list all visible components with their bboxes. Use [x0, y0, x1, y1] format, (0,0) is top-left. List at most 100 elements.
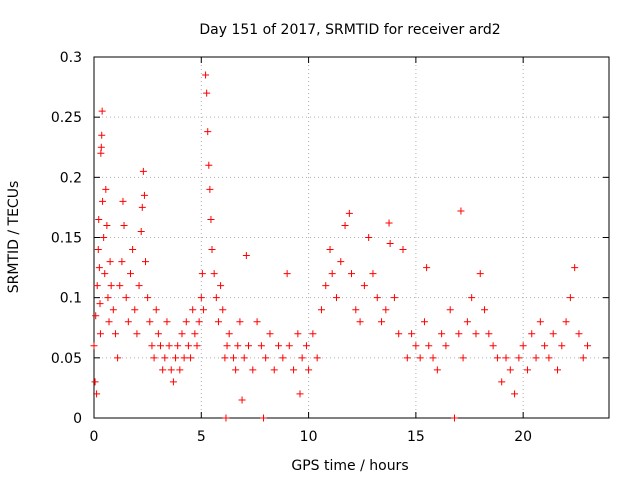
- data-point-marker: [178, 330, 186, 338]
- data-point-marker: [545, 354, 553, 362]
- data-point-marker: [238, 396, 246, 404]
- y-tick-label: 0.25: [51, 110, 82, 126]
- data-point-marker: [98, 131, 106, 139]
- data-point-marker: [223, 342, 231, 350]
- data-point-marker: [438, 330, 446, 338]
- data-point-marker: [180, 354, 188, 362]
- data-point-marker: [558, 342, 566, 350]
- data-point-marker: [107, 282, 115, 290]
- data-point-marker: [532, 354, 540, 362]
- data-point-marker: [489, 342, 497, 350]
- grid-lines: [93, 56, 609, 419]
- data-point-marker: [118, 258, 126, 266]
- data-point-marker: [348, 270, 355, 278]
- data-point-marker: [386, 240, 394, 248]
- data-point-marker: [172, 354, 180, 362]
- data-point-marker: [203, 89, 211, 97]
- data-point-marker: [219, 306, 227, 314]
- data-point-marker: [575, 330, 583, 338]
- data-point-marker: [93, 282, 101, 290]
- data-point-marker: [131, 306, 139, 314]
- data-point-marker: [498, 378, 506, 386]
- data-point-marker: [129, 246, 137, 254]
- data-point-marker: [536, 318, 544, 326]
- data-point-marker: [242, 252, 250, 260]
- data-point-marker: [298, 354, 306, 362]
- data-point-marker: [114, 354, 122, 362]
- data-point-marker: [100, 234, 108, 241]
- data-point-marker: [332, 294, 340, 302]
- data-point-marker: [262, 354, 270, 362]
- data-point-marker: [205, 161, 213, 169]
- data-point-marker: [279, 354, 287, 362]
- data-point-marker: [148, 342, 156, 350]
- data-point-marker: [95, 264, 103, 272]
- data-point-marker: [159, 366, 167, 374]
- data-point-marker: [137, 227, 145, 235]
- data-point-marker: [399, 246, 407, 254]
- data-point-marker: [94, 246, 102, 254]
- plot-frame: [93, 56, 610, 419]
- data-point-marker: [459, 354, 467, 362]
- data-point-marker: [571, 264, 579, 272]
- data-point-marker: [198, 270, 206, 278]
- data-point-marker: [305, 366, 313, 374]
- data-point-marker: [206, 185, 214, 193]
- data-point-marker: [352, 306, 360, 314]
- data-point-marker: [523, 366, 531, 374]
- data-point-marker: [481, 306, 489, 314]
- data-point-marker: [96, 300, 104, 308]
- data-point-marker: [234, 342, 242, 350]
- data-point-marker: [111, 330, 119, 338]
- data-point-marker: [511, 390, 519, 398]
- data-point-marker: [326, 246, 334, 254]
- data-point-marker: [232, 366, 240, 374]
- data-point-marker: [528, 330, 536, 338]
- data-point-marker: [229, 354, 237, 362]
- data-point-marker: [412, 342, 420, 350]
- data-point-marker: [135, 282, 143, 290]
- data-point-marker: [154, 330, 162, 338]
- data-point-marker: [144, 294, 152, 302]
- data-point-marker: [249, 366, 257, 374]
- data-point-marker: [446, 306, 454, 314]
- data-point-marker: [97, 143, 105, 151]
- data-point-marker: [109, 306, 117, 314]
- data-point-marker: [369, 270, 377, 278]
- data-point-marker: [214, 318, 222, 326]
- data-point-marker: [468, 294, 476, 302]
- data-point-marker: [275, 342, 283, 350]
- data-point-marker: [373, 294, 381, 302]
- chart-title: Day 151 of 2017, SRMTID for receiver ard…: [199, 22, 500, 38]
- data-point-marker: [124, 318, 132, 326]
- data-point-marker: [150, 354, 158, 362]
- data-point-marker: [266, 330, 274, 338]
- data-point-marker: [104, 294, 112, 302]
- data-point-marker: [322, 282, 330, 290]
- data-point-marker: [408, 330, 416, 338]
- data-point-marker: [541, 342, 549, 350]
- data-point-marker: [161, 354, 169, 362]
- data-point-marker: [138, 203, 146, 211]
- data-point-marker: [208, 246, 216, 254]
- data-point-marker: [165, 342, 173, 350]
- data-point-marker: [390, 294, 398, 302]
- data-point-marker: [222, 414, 230, 422]
- data-point-marker: [317, 306, 325, 314]
- data-point-marker: [102, 185, 110, 193]
- data-point-marker: [146, 318, 154, 326]
- data-point-marker: [253, 318, 261, 326]
- data-point-marker: [199, 306, 207, 314]
- axis-ticks: 0 5 10 15 20 0 0.05 0.1 0.15 0.2 0.25 0.3: [51, 50, 609, 445]
- data-point-marker: [240, 354, 248, 362]
- data-point-marker: [167, 366, 175, 374]
- data-point-marker: [562, 318, 570, 326]
- data-point-marker: [519, 342, 527, 350]
- data-point-marker: [270, 366, 278, 374]
- data-point-marker: [257, 342, 265, 350]
- y-axis-label: SRMTID / TECUs: [6, 181, 22, 294]
- data-point-marker: [502, 354, 510, 362]
- data-point-marker: [455, 330, 463, 338]
- data-point-marker: [193, 342, 201, 350]
- data-point-marker: [157, 342, 165, 350]
